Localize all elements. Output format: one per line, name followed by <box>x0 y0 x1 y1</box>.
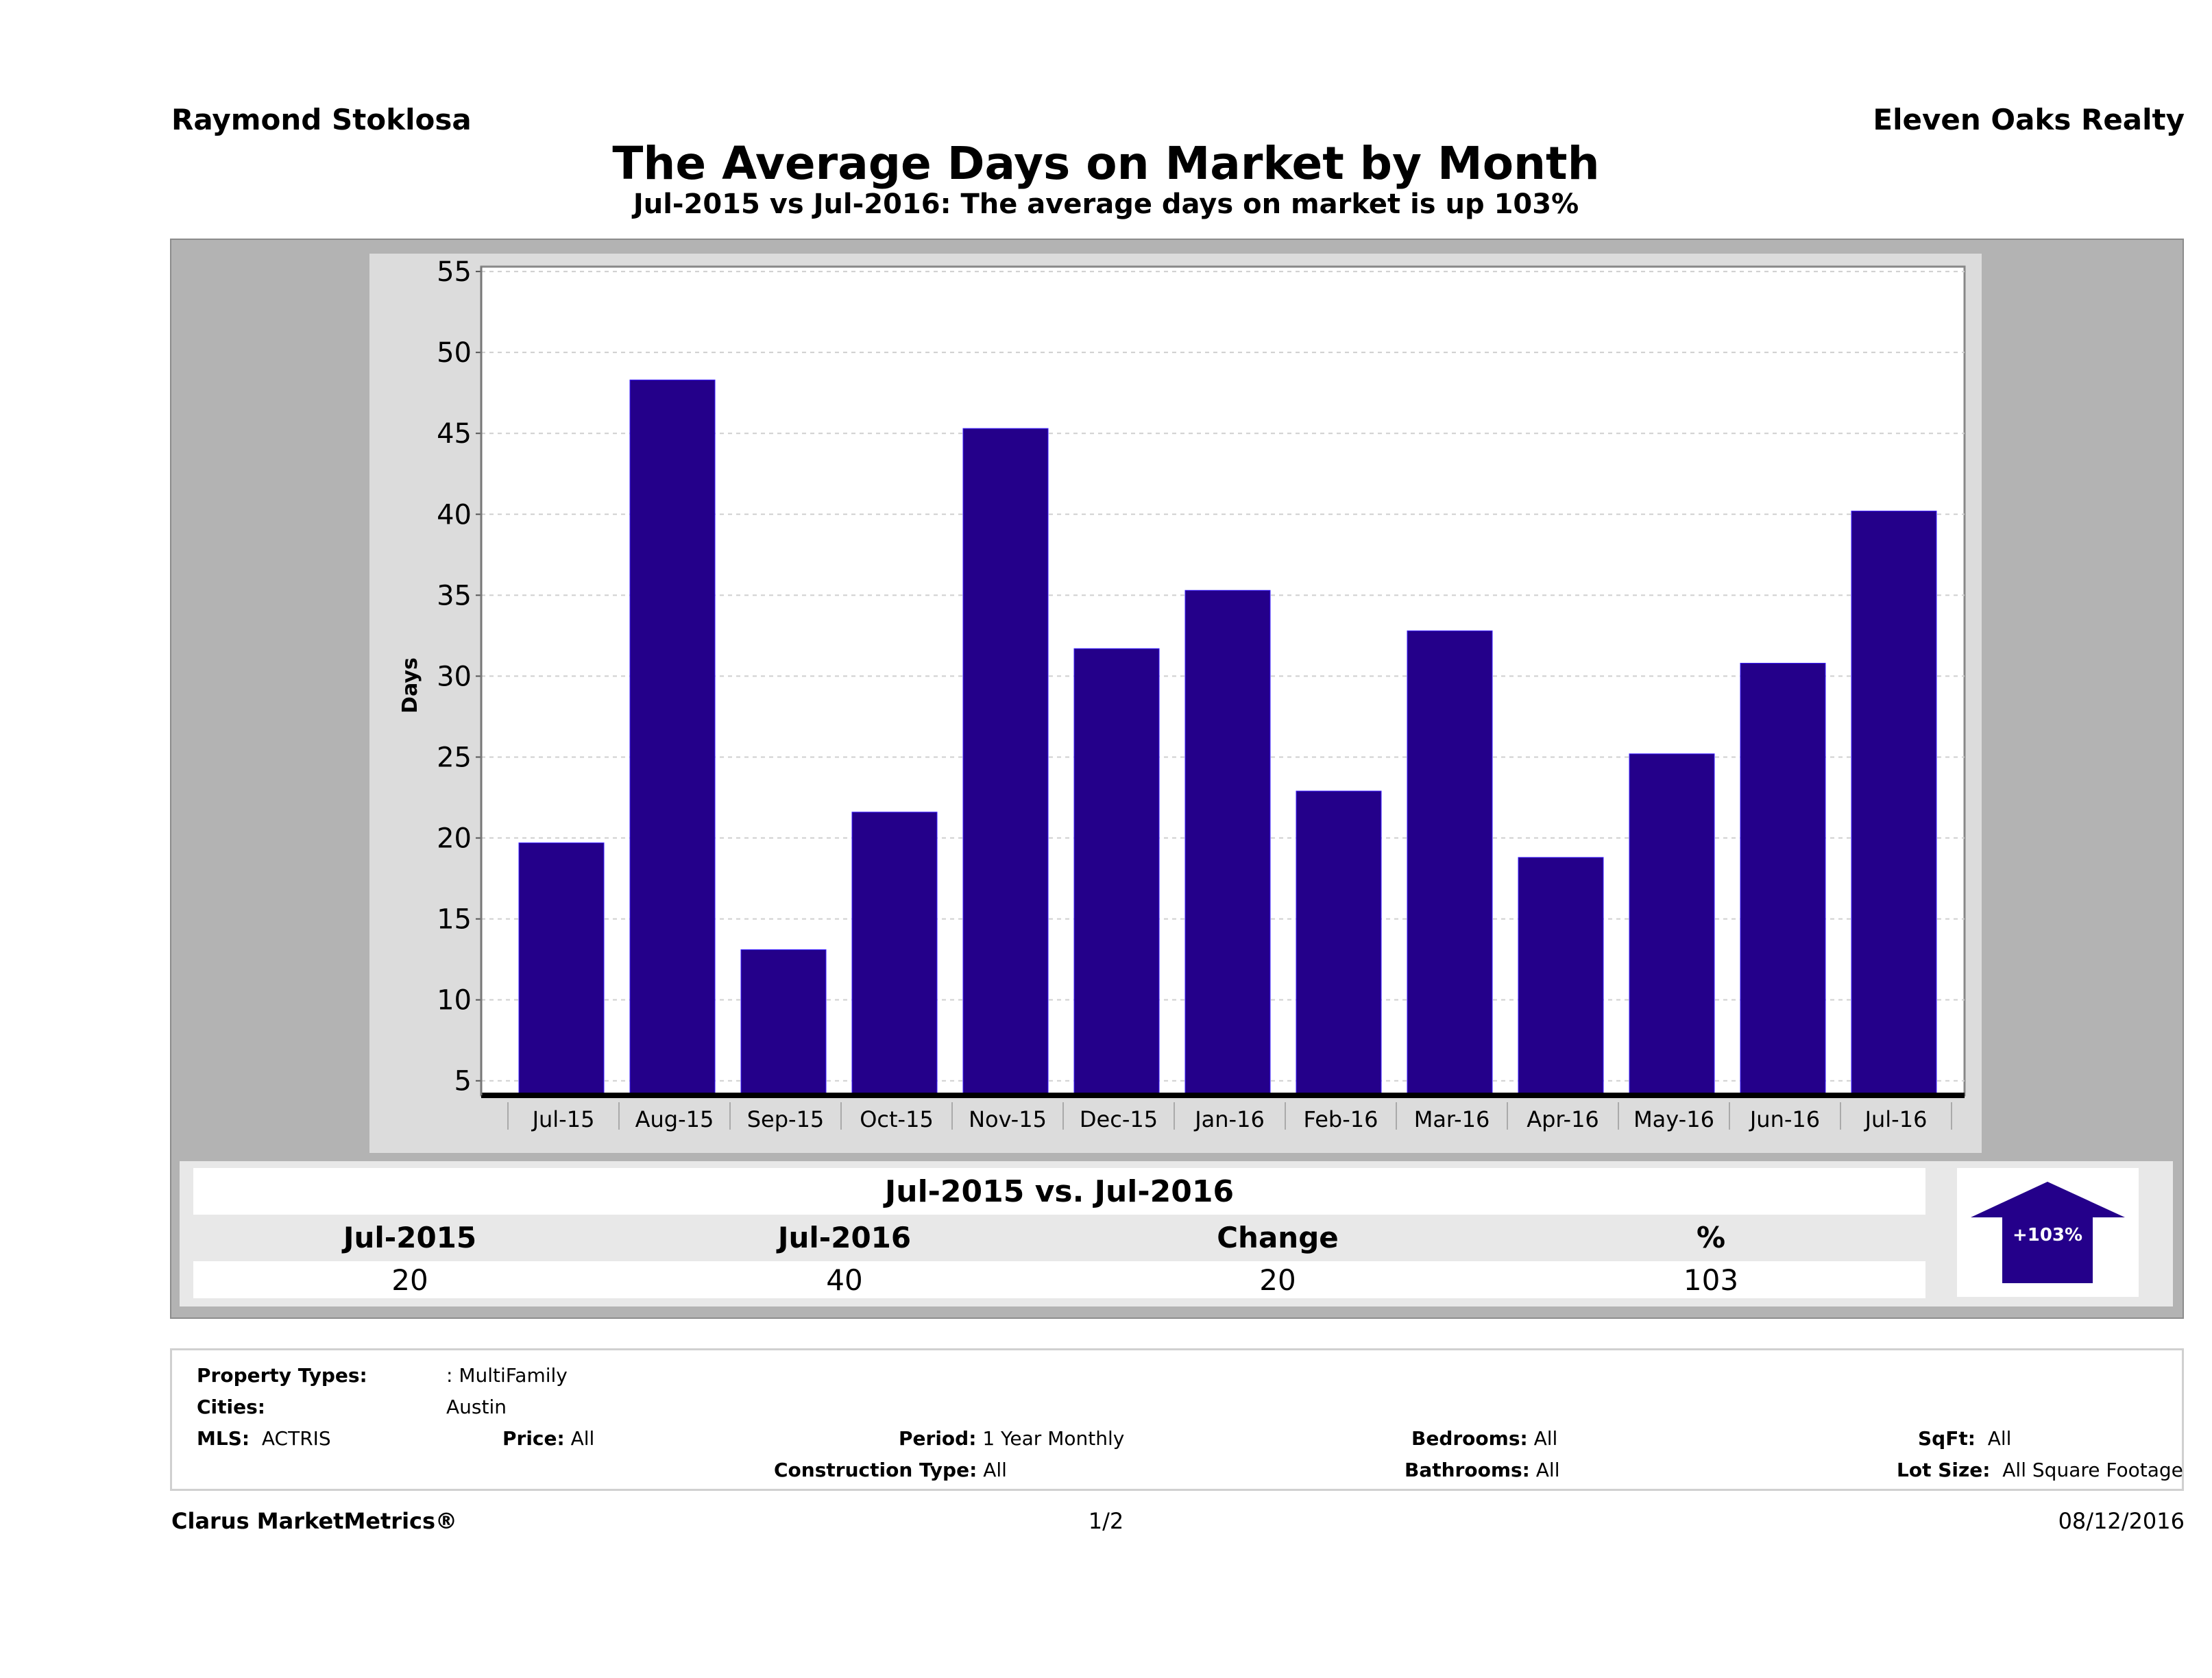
x-tick-label: Jul-15 <box>531 1106 595 1132</box>
y-tick-label: 45 <box>437 418 472 450</box>
y-tick-label: 30 <box>437 661 472 692</box>
y-tick-label: 55 <box>437 256 472 288</box>
company-name: Eleven Oaks Realty <box>1873 103 2185 136</box>
summary-header-row: Jul-2015 Jul-2016 Change % <box>193 1216 1925 1260</box>
x-tick-label: Mar-16 <box>1414 1106 1490 1132</box>
x-tick-label: Aug-15 <box>635 1106 714 1132</box>
x-tick-label: Oct-15 <box>860 1106 934 1132</box>
filter-bedrooms: Bedrooms: All <box>1411 1427 1558 1450</box>
bar <box>1073 648 1160 1096</box>
report-date: 08/12/2016 <box>2058 1508 2185 1534</box>
x-tick-label: Sep-15 <box>747 1106 825 1132</box>
summary-value-row: 20 40 20 103 <box>193 1261 1925 1298</box>
bar <box>962 428 1049 1096</box>
bar <box>740 949 827 1096</box>
x-tick-label: Apr-16 <box>1527 1106 1599 1132</box>
y-tick-label: 25 <box>437 742 472 773</box>
up-arrow-icon: +103% <box>1971 1182 2125 1283</box>
summary-value: 40 <box>826 1263 863 1297</box>
x-tick-label: Jun-16 <box>1749 1106 1820 1132</box>
x-tick-label: Feb-16 <box>1304 1106 1378 1132</box>
filters-panel: Property Types: : MultiFamily Cities: Au… <box>170 1348 2184 1491</box>
change-badge: +103% <box>1957 1168 2139 1297</box>
summary-col-header: Jul-2016 <box>777 1221 912 1254</box>
filter-cities-label: Cities: <box>197 1396 265 1418</box>
bar <box>1407 630 1493 1096</box>
filter-price: Price: All <box>502 1427 595 1450</box>
change-badge-label: +103% <box>2013 1225 2082 1245</box>
bar <box>1851 511 1937 1096</box>
y-tick-label: 5 <box>454 1066 472 1097</box>
summary-title: Jul-2015 vs. Jul-2016 <box>193 1168 1925 1215</box>
page-number: 1/2 <box>1088 1508 1124 1534</box>
bar <box>1518 857 1604 1096</box>
page-title: The Average Days on Market by Month <box>612 137 1600 190</box>
bar <box>1296 790 1382 1096</box>
page-subtitle: Jul-2015 vs Jul-2016: The average days o… <box>633 189 1579 220</box>
agent-name: Raymond Stoklosa <box>171 103 472 136</box>
summary-value: 20 <box>1259 1263 1296 1297</box>
x-tick-label: Jul-16 <box>1864 1106 1928 1132</box>
y-tick-label: 40 <box>437 499 472 531</box>
filter-sqft: SqFt: All <box>1918 1427 2012 1450</box>
filter-mls: MLS: ACTRIS <box>197 1427 331 1450</box>
bar <box>629 379 716 1096</box>
x-tick-label: Jan-16 <box>1193 1106 1265 1132</box>
up-arrow-shape <box>1971 1182 2125 1283</box>
x-tick-label: Dec-15 <box>1080 1106 1158 1132</box>
x-tick-label: May-16 <box>1633 1106 1714 1132</box>
bar <box>1629 753 1715 1096</box>
filter-property-types-value: : MultiFamily <box>446 1364 568 1387</box>
y-tick-label: 50 <box>437 337 472 369</box>
x-tick-label: Nov-15 <box>969 1106 1047 1132</box>
bar <box>1740 663 1826 1096</box>
summary-col-header: Jul-2015 <box>343 1221 477 1254</box>
bar <box>1184 589 1271 1096</box>
bar <box>518 842 605 1096</box>
y-tick-label: 35 <box>437 580 472 611</box>
y-axis-title: Days <box>398 657 422 714</box>
summary-col-header: % <box>1696 1221 1726 1254</box>
filter-bathrooms: Bathrooms: All <box>1405 1459 1560 1481</box>
y-tick-label: 15 <box>437 904 472 936</box>
summary-value: 103 <box>1683 1263 1739 1297</box>
filter-construction-type: Construction Type: All <box>774 1459 1007 1481</box>
footer-brand: Clarus MarketMetrics® <box>171 1508 458 1534</box>
y-tick-label: 10 <box>437 985 472 1017</box>
bar <box>851 812 938 1096</box>
summary-col-header: Change <box>1217 1221 1339 1254</box>
filter-property-types-label: Property Types: <box>197 1364 367 1387</box>
summary-value: 20 <box>391 1263 428 1297</box>
y-tick-label: 20 <box>437 823 472 855</box>
filter-period: Period: 1 Year Monthly <box>899 1427 1125 1450</box>
filter-lot-size: Lot Size: All Square Footage <box>1897 1459 2183 1481</box>
filter-cities-value: Austin <box>446 1396 507 1418</box>
